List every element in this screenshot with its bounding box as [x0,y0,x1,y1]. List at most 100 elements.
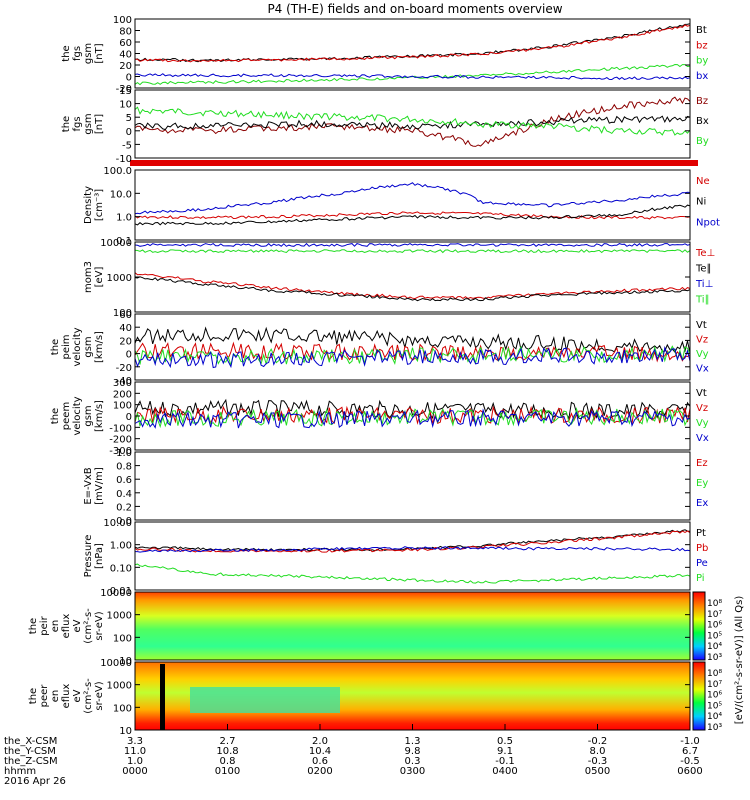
y-axis-label: [eV] [94,267,105,288]
legend-label: Ey [696,478,708,489]
footer-value: 0100 [215,766,240,777]
colorbar-gradient [692,591,706,661]
y-axis-label: the [28,688,39,704]
series-line-Te∥ [134,276,691,302]
panel-frame [134,89,691,159]
y-tick-label: 15 [119,86,132,97]
footer-value: 0500 [585,766,610,777]
panel-frame [134,451,691,521]
series-line-Vy [134,345,691,367]
y-tick-label: -200 [109,435,132,446]
panel-frame [134,313,691,381]
y-tick-label: 60 [119,310,132,321]
y-tick-label: -300 [109,446,132,457]
series-line-Vx [134,345,691,369]
y-axis-label: fgs [72,116,83,131]
y-tick-label: 100.0 [103,166,132,177]
y-tick-label: 40 [119,323,132,334]
panel-4: 10000 1000 100 mom3 [eV] Te⊥ Te∥ Ti⊥ Ti∥ [83,238,715,319]
footer-value: -0.5 [680,756,700,767]
y-axis-label: sr-eV) [94,681,105,710]
footer-value: 9.8 [405,746,421,757]
legend-label: Bt [696,25,707,36]
series-line-Bx [134,115,691,131]
footer-value: 10.4 [309,746,331,757]
colorbar-tick-label: 10⁸ [707,599,722,609]
y-axis-label: en [50,620,61,633]
footer-value: 2.0 [312,736,328,747]
legend-label: Vz [696,335,708,346]
series-line-Pi [134,563,691,584]
y-axis-label: velocity [72,327,83,366]
y-tick-label: 1000 [107,273,132,284]
footer-value: 0.8 [220,756,236,767]
legend-label: Vt [696,320,707,331]
y-tick-label: 10 [119,656,132,667]
footer-value: -0.2 [588,736,608,747]
y-axis-label: gsm [83,43,94,64]
colorbar-label: [eV/(cm²-s-sr-eV)] (All Qs) [734,596,745,725]
legend-label: Pe [696,558,708,569]
y-tick-label: 10.00 [103,518,132,529]
y-axis-label: eflux [61,614,72,639]
colorbar-tick-label: 10⁷ [707,610,722,620]
legend-label: Ni [696,197,706,208]
y-axis-label: the [50,408,61,424]
series-line-Ti⊥ [134,242,691,247]
plot-title: P4 (TH-E) fields and on-board moments ov… [267,2,562,16]
legend-label: Pb [696,543,708,554]
footer-row-label: hhmm [4,766,36,777]
footer-value: 0.5 [497,736,513,747]
y-axis-label: (cm²-s- [83,608,94,644]
legend-label: Te∥ [695,264,712,275]
y-axis-label: gsm [83,405,94,426]
footer-value: 0000 [122,766,147,777]
spectrogram [135,592,690,660]
series-line-Pe [135,546,691,553]
series-line-Pb [134,530,691,553]
footer-row-label: the_Y-CSM [4,746,56,757]
y-tick-label: 20 [119,61,132,72]
series-line-by [134,63,691,86]
y-axis-label: peem [61,402,72,430]
y-tick-label: -40 [116,376,132,387]
panel-2: 15 10 5 0 -5 -10 the fgs gsm [nT] Bz Bx By [61,86,709,166]
legend-label: Vx [696,364,709,375]
y-axis-label: velocity [72,396,83,435]
y-axis-label: the [28,618,39,634]
y-tick-label: 20 [119,336,132,347]
series-line-Ti∥ [134,249,691,254]
panel-10: 10000 1000 100 10 the peer en eflux eV (cm²-s-sr-… [28,658,691,737]
panel-3: 100.0 10.0 1.0 0.1 Density [cm⁻³] Ne Ni Npot [83,166,720,247]
panel-8: 10.00 1.00 0.10 0.01 Pressure [nPa] Pt Pb Pe Pi [83,518,708,597]
footer-value: 10.8 [216,746,238,757]
series-line-Npot [134,182,691,215]
colorbar-tick-label: 10⁶ [707,691,722,701]
panel-frame [134,169,691,241]
y-tick-label: 1.0 [116,448,132,459]
y-axis-label: the [50,339,61,355]
legend-label: bz [696,40,708,51]
flag-bar [130,160,698,166]
y-tick-label: 1.00 [110,541,132,552]
orbit-footer: the_X-CSM 3.3 2.7 2.0 1.3 0.5 -0.2 -1.0 the_Y-CS… [4,736,703,787]
legend-label: Te⊥ [695,248,715,259]
legend-label: Ti⊥ [695,279,713,290]
legend-label: Ex [696,498,708,509]
legend-label: Ez [696,458,708,469]
y-axis-label: [nPa] [94,543,105,569]
panel-frame [134,591,691,661]
series-line-Te⊥ [134,272,691,300]
y-axis-label: Density [83,186,94,224]
y-tick-label: 10000 [100,658,132,669]
legend-label: Ne [696,176,710,187]
footer-value: 0600 [677,766,702,777]
y-axis-label: [nT] [94,43,105,63]
footer-value: 3.3 [127,736,143,747]
footer-value: 6.7 [682,746,698,757]
y-axis-label: [mV/m] [94,467,105,505]
y-tick-label: -10 [116,154,132,165]
series-line-Bt [134,23,691,63]
